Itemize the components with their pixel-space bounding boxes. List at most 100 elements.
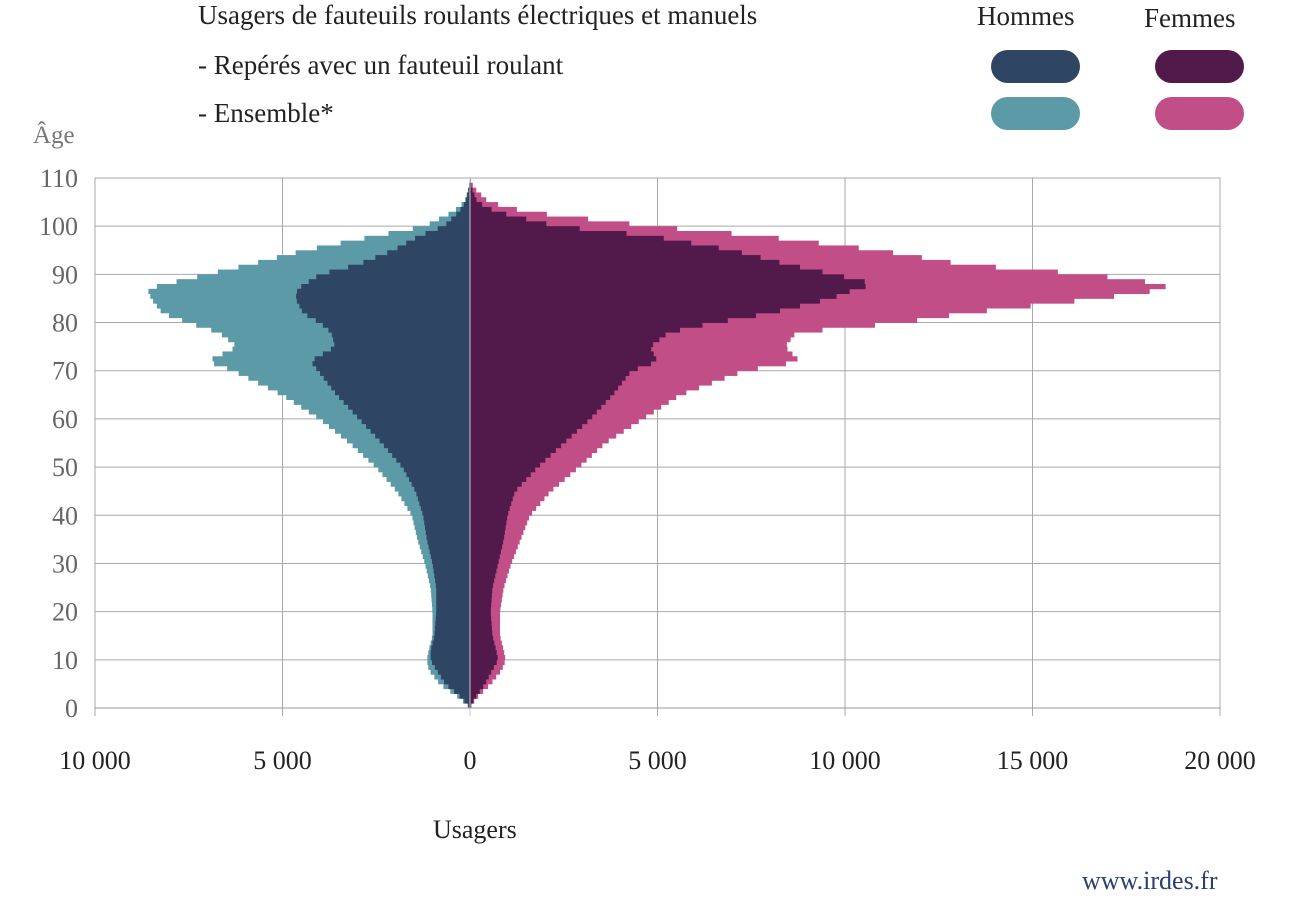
bar-femmes-reperes-age-89 <box>470 274 845 280</box>
bar-hommes-reperes-age-52 <box>392 452 470 458</box>
bar-femmes-reperes-age-74 <box>470 346 652 352</box>
bar-femmes-reperes-age-8 <box>470 664 494 670</box>
bar-hommes-reperes-age-55 <box>379 438 470 444</box>
bar-femmes-reperes-age-61 <box>470 409 597 415</box>
y-tick-label: 100 <box>39 212 78 241</box>
bar-hommes-reperes-age-69 <box>320 370 470 376</box>
bar-femmes-reperes-age-59 <box>470 418 588 425</box>
bar-femmes-reperes-age-26 <box>470 577 495 584</box>
bar-hommes-reperes-age-30 <box>431 558 470 564</box>
bar-femmes-ensemble-age-104 <box>470 202 499 208</box>
bar-femmes-reperes-age-108 <box>470 182 472 189</box>
bar-hommes-reperes-age-29 <box>432 563 470 569</box>
bar-femmes-ensemble-age-107 <box>470 187 477 193</box>
bar-femmes-reperes-age-37 <box>470 524 506 531</box>
bar-hommes-ensemble-age-96 <box>340 240 470 246</box>
bar-femmes-ensemble-age-106 <box>470 192 482 198</box>
bar-hommes-reperes-age-16 <box>434 626 470 632</box>
bar-femmes-reperes-age-1 <box>470 698 474 704</box>
bar-femmes-reperes-age-39 <box>470 515 508 521</box>
bar-hommes-reperes-age-9 <box>432 659 470 666</box>
bar-femmes-reperes-age-47 <box>470 476 527 482</box>
bar-hommes-reperes-age-62 <box>348 404 470 410</box>
bar-hommes-reperes-age-7 <box>437 669 470 675</box>
bar-hommes-reperes-age-75 <box>334 341 470 348</box>
bar-hommes-reperes-age-80 <box>315 317 470 323</box>
bar-hommes-reperes-age-31 <box>430 553 470 560</box>
bar-femmes-reperes-age-50 <box>470 462 541 468</box>
y-tick-label: 40 <box>52 501 78 530</box>
bar-femmes-ensemble-age-108 <box>470 182 473 189</box>
source-link[interactable]: www.irdes.fr <box>1082 866 1218 895</box>
bar-hommes-reperes-age-26 <box>435 577 470 584</box>
bar-hommes-reperes-age-93 <box>375 255 470 261</box>
bar-hommes-reperes-age-27 <box>434 573 470 579</box>
bar-hommes-reperes-age-98 <box>425 231 470 237</box>
bar-femmes-reperes-age-35 <box>470 534 505 540</box>
bar-hommes-reperes-age-18 <box>435 616 470 622</box>
bar-hommes-reperes-age-94 <box>387 250 470 256</box>
bar-femmes-reperes-age-33 <box>470 544 503 550</box>
bar-hommes-reperes-age-19 <box>436 611 470 617</box>
bar-hommes-reperes-age-90 <box>329 269 470 275</box>
bar-hommes-reperes-age-6 <box>440 674 470 680</box>
bar-femmes-reperes-age-48 <box>470 471 531 478</box>
bar-hommes-reperes-age-1 <box>464 698 470 704</box>
bar-hommes-reperes-age-100 <box>446 221 470 227</box>
bar-hommes-reperes-age-102 <box>456 211 470 217</box>
bar-hommes-reperes-age-63 <box>343 399 470 405</box>
bar-femmes-reperes-age-62 <box>470 404 602 410</box>
bar-femmes-reperes-age-5 <box>470 679 487 685</box>
bar-femmes-reperes-age-23 <box>470 592 492 598</box>
bar-hommes-reperes-age-91 <box>348 264 470 270</box>
bar-hommes-reperes-age-33 <box>428 544 470 550</box>
bar-femmes-reperes-age-58 <box>470 423 583 429</box>
bar-hommes-reperes-age-104 <box>463 202 470 208</box>
bar-femmes-reperes-age-56 <box>470 433 572 439</box>
bar-hommes-reperes-age-15 <box>434 630 470 637</box>
bar-hommes-reperes-age-72 <box>314 356 470 362</box>
bar-femmes-ensemble-age-103 <box>470 206 517 213</box>
axes <box>95 178 1220 716</box>
bar-femmes-ensemble-age-102 <box>470 211 547 217</box>
y-tick-label: 30 <box>52 549 78 578</box>
bar-femmes-reperes-age-25 <box>470 582 494 588</box>
bar-hommes-reperes-age-0 <box>468 703 470 709</box>
bar-femmes-reperes-age-101 <box>470 216 527 222</box>
bar-hommes-reperes-age-4 <box>448 683 470 690</box>
bar-femmes-reperes-age-60 <box>470 414 593 420</box>
bar-hommes-ensemble-age-94 <box>295 250 470 256</box>
bar-hommes-reperes-age-92 <box>363 259 470 266</box>
bar-hommes-reperes-age-20 <box>436 606 470 613</box>
bar-hommes-reperes-age-24 <box>436 587 470 593</box>
bar-femmes-reperes-age-0 <box>470 703 472 709</box>
y-tick-label: 60 <box>52 405 78 434</box>
y-tick-label: 20 <box>52 598 78 627</box>
bar-hommes-reperes-age-89 <box>316 274 470 280</box>
bar-hommes-ensemble-age-95 <box>316 245 470 251</box>
bar-hommes-reperes-age-88 <box>308 279 470 285</box>
y-tick-label: 0 <box>65 694 78 723</box>
legend-swatch-hommes-reperes <box>991 50 1080 83</box>
bar-hommes-reperes-age-96 <box>406 240 470 246</box>
bar-femmes-reperes-age-11 <box>470 650 497 656</box>
y-tick-label: 50 <box>52 453 78 482</box>
bar-hommes-reperes-age-21 <box>436 602 470 608</box>
bar-hommes-ensemble-age-93 <box>276 255 470 261</box>
bar-hommes-reperes-age-51 <box>396 457 470 463</box>
x-tick-label: 10 000 <box>59 746 131 775</box>
bar-femmes-reperes-age-82 <box>470 308 780 314</box>
bar-femmes-reperes-age-29 <box>470 563 498 569</box>
bar-femmes-reperes-age-4 <box>470 683 484 690</box>
bar-femmes-reperes-age-107 <box>470 187 473 193</box>
bar-femmes-reperes-age-67 <box>470 380 622 386</box>
chart-title: Usagers de fauteuils roulants électrique… <box>198 0 758 30</box>
bar-femmes-reperes-age-51 <box>470 457 546 463</box>
bar-hommes-reperes-age-46 <box>411 481 470 487</box>
bar-femmes-reperes-age-21 <box>470 602 492 608</box>
bar-hommes-reperes-age-107 <box>468 187 470 193</box>
bar-femmes-reperes-age-20 <box>470 606 491 613</box>
bar-femmes-reperes-age-13 <box>470 640 495 646</box>
bar-hommes-reperes-age-5 <box>444 679 470 685</box>
